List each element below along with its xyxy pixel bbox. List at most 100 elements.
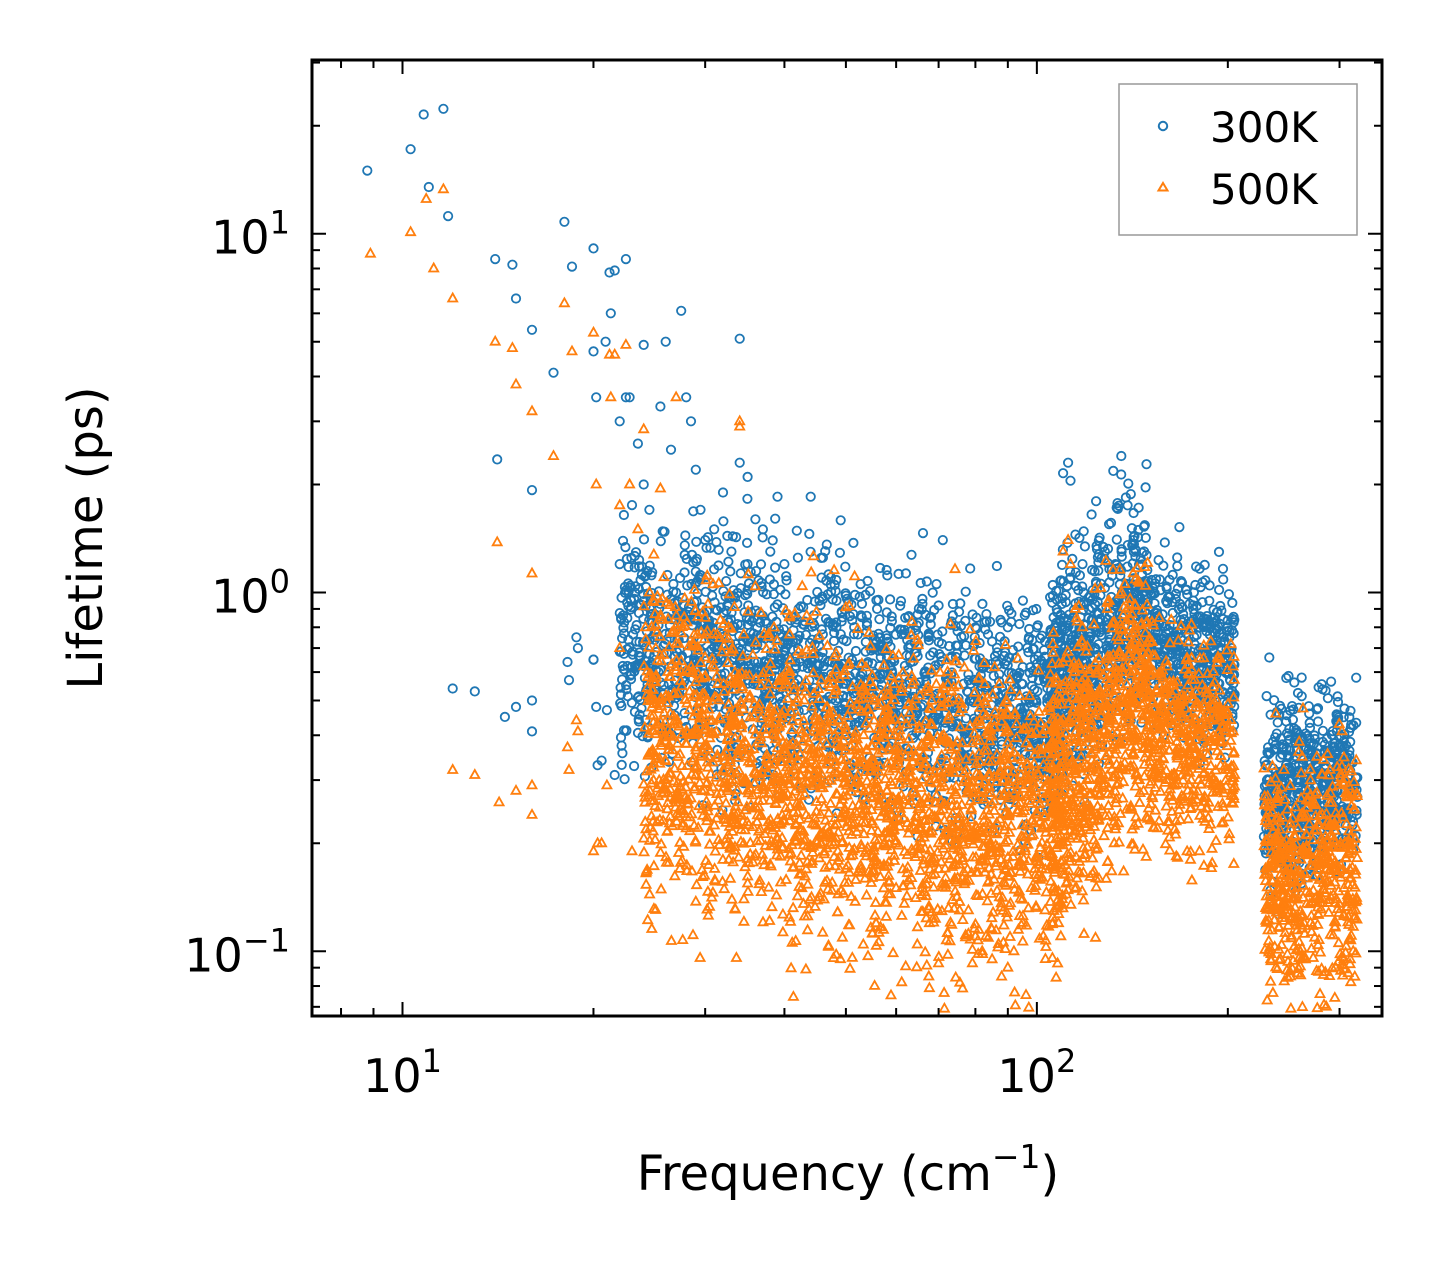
data-point-300K: [861, 610, 872, 621]
data-point-300K: [861, 620, 873, 631]
data-point-300K: [937, 534, 948, 546]
data-point-300K: [1035, 655, 1047, 666]
data-point-300K: [800, 629, 812, 640]
data-point-300K: [791, 525, 802, 536]
data-point-300K: [895, 595, 907, 607]
data-point-300K: [871, 636, 882, 647]
data-point-300K: [679, 567, 690, 578]
data-point-300K: [772, 599, 783, 610]
data-point-300K: [820, 613, 832, 624]
data-point-300K: [850, 645, 862, 657]
data-point-300K: [714, 701, 725, 712]
data-point-300K: [638, 534, 650, 545]
data-point-300K: [705, 542, 716, 553]
data-point-300K: [626, 499, 638, 511]
data-point-300K: [840, 561, 851, 572]
data-point-300K: [659, 526, 670, 537]
data-point-300K: [827, 621, 839, 632]
data-point-300K: [691, 556, 702, 567]
data-point-300K: [1006, 608, 1017, 619]
data-point-300K: [852, 629, 863, 640]
data-point-300K: [882, 570, 893, 581]
data-point-300K: [782, 639, 793, 650]
data-point-300K: [781, 571, 792, 582]
data-point-300K: [740, 590, 751, 601]
data-point-300K: [1015, 702, 1026, 714]
data-point-300K: [638, 595, 649, 607]
data-point-300K: [723, 556, 734, 567]
data-point-300K: [866, 645, 877, 656]
data-point-300K: [718, 607, 729, 618]
data-point-300K: [989, 651, 1001, 662]
data-point-300K: [906, 549, 917, 560]
data-point-300K: [841, 635, 852, 647]
data-point-300K: [832, 660, 843, 672]
data-point-300K: [623, 634, 634, 645]
data-point-300K: [743, 578, 755, 589]
data-point-300K: [629, 562, 640, 573]
data-point-300K: [860, 589, 871, 601]
data-point-300K: [741, 537, 753, 549]
data-point-300K: [623, 561, 634, 573]
data-point-300K: [794, 630, 805, 641]
data-point-300K: [739, 607, 750, 618]
data-point-300K: [815, 599, 826, 611]
data-point-300K: [804, 528, 815, 540]
data-point-300K: [850, 667, 861, 679]
data-point-300K: [936, 655, 947, 667]
data-point-300K: [881, 564, 892, 576]
data-point-300K: [782, 635, 793, 646]
data-point-300K: [631, 619, 642, 631]
data-point-300K: [618, 622, 629, 634]
data-point-300K: [617, 535, 629, 546]
data-point-300K: [927, 587, 938, 598]
data-point-300K: [835, 629, 846, 640]
data-point-300K: [900, 568, 912, 579]
data-point-300K: [931, 578, 942, 590]
data-point-300K: [941, 675, 953, 687]
data-point-300K: [767, 535, 778, 546]
data-point-300K: [887, 668, 898, 679]
data-point-300K: [848, 537, 859, 549]
data-point-300K: [718, 516, 729, 527]
data-point-300K: [638, 613, 649, 624]
data-point-300K: [633, 554, 645, 566]
data-point-300K: [780, 589, 791, 600]
data-point-300K: [994, 631, 1006, 642]
data-point-300K: [769, 602, 780, 613]
data-point-300K: [874, 669, 886, 680]
data-point-300K: [1012, 671, 1023, 683]
data-point-300K: [708, 564, 720, 575]
data-point-300K: [915, 577, 926, 589]
data-point-300K: [797, 661, 808, 672]
data-point-300K: [780, 645, 791, 656]
data-point-300K: [764, 574, 776, 585]
data-point-300K: [1008, 684, 1020, 696]
data-point-300K: [750, 565, 762, 577]
data-point-300K: [790, 656, 801, 667]
data-point-300K: [950, 620, 961, 632]
data-point-300K: [823, 569, 834, 580]
data-point-300K: [655, 536, 666, 547]
data-point-300K: [1022, 642, 1033, 654]
data-point-300K: [622, 612, 633, 624]
data-point-300K: [862, 575, 873, 587]
data-point-300K: [795, 601, 807, 612]
data-point-300K: [793, 705, 804, 717]
data-point-300K: [646, 570, 657, 581]
data-point-300K: [742, 493, 753, 504]
data-point-300K: [920, 609, 931, 620]
data-point-300K: [1032, 686, 1043, 697]
data-point-300K: [730, 531, 742, 543]
data-point-300K: [825, 579, 836, 590]
data-point-300K: [634, 709, 645, 720]
data-point-300K: [636, 703, 647, 714]
data-point-300K: [828, 635, 840, 647]
data-point-300K: [688, 506, 699, 517]
data-point-300K: [1014, 618, 1025, 630]
data-point-300K: [835, 515, 846, 526]
data-point-300K: [767, 611, 778, 622]
data-point-300K: [770, 659, 781, 670]
data-point-300K: [725, 566, 736, 577]
data-point-300K: [853, 717, 864, 728]
